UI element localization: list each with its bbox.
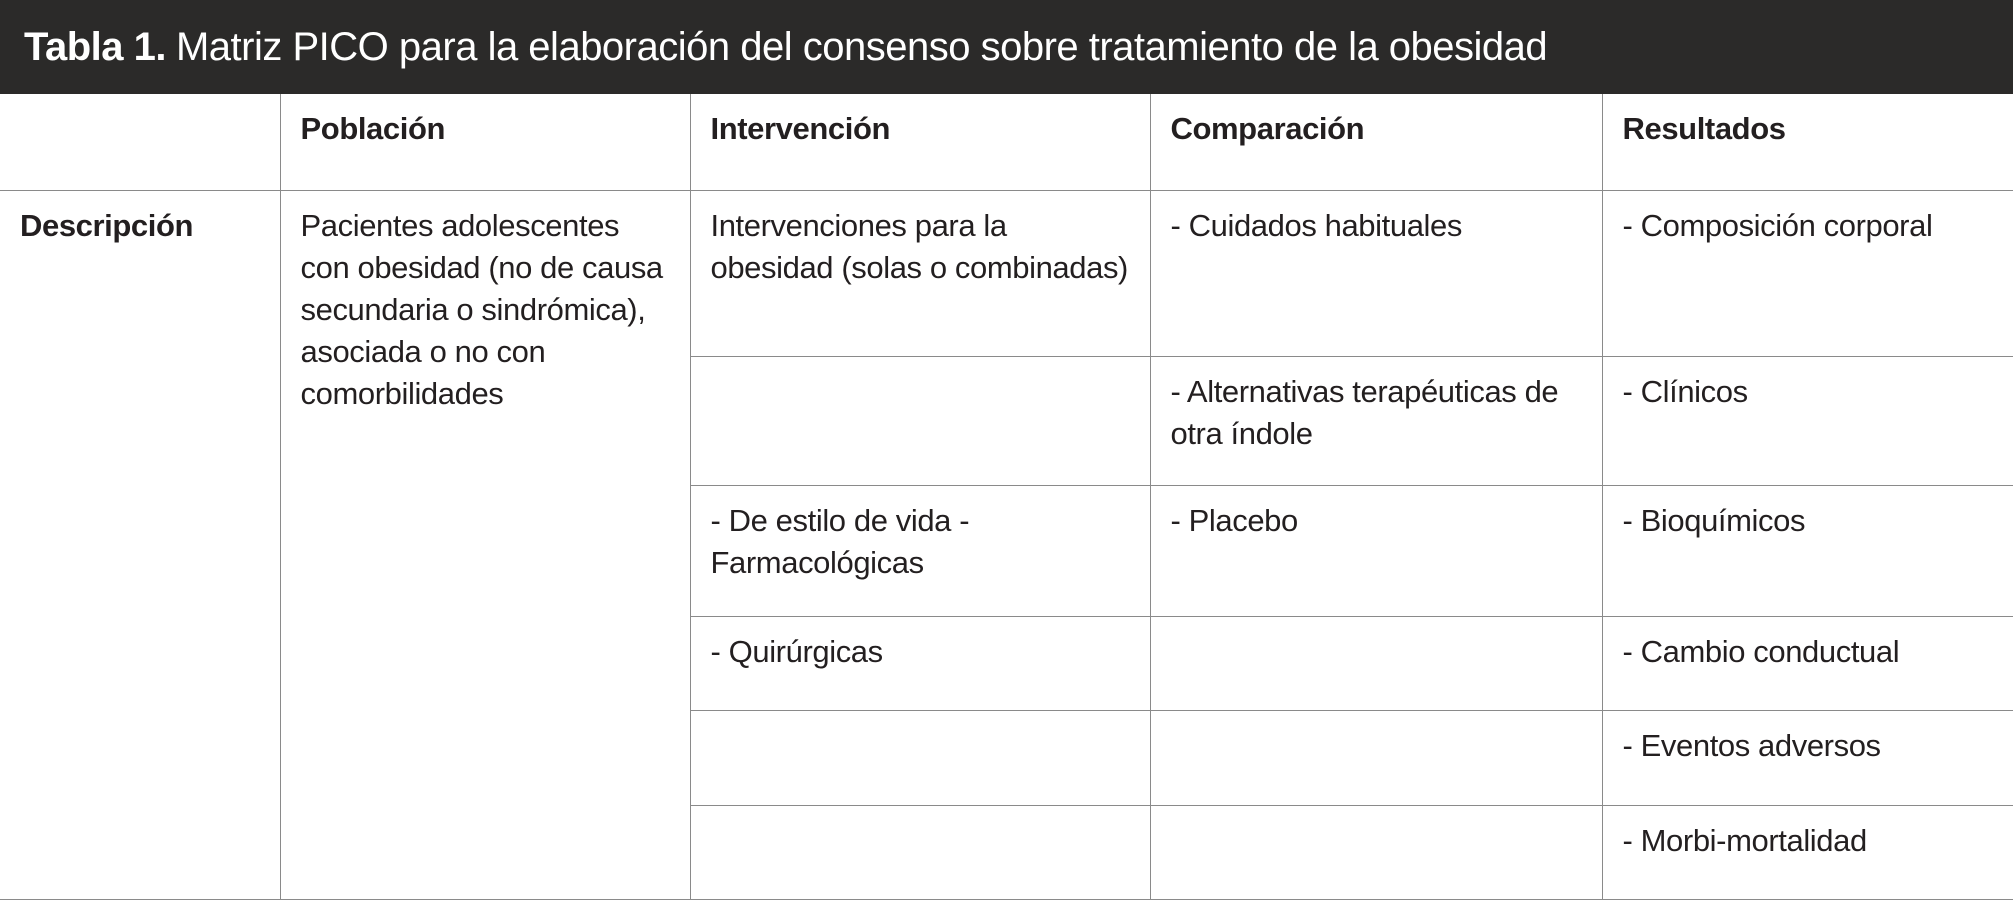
- comparacion-cell: [1149, 709, 1603, 806]
- table-title: Tabla 1. Matriz PICO para la elaboración…: [0, 0, 2013, 94]
- table-row: - Morbi-mortalidad: [0, 804, 2013, 900]
- intervencion-cell: - Quirúrgicas: [690, 615, 1151, 711]
- table-number: Tabla 1.: [24, 24, 166, 69]
- table-caption: Matriz PICO para la elaboración del cons…: [175, 24, 1548, 69]
- pico-table: Población Intervención Comparación Resul…: [0, 94, 2013, 900]
- intervencion-cell: Intervenciones para la obesidad (solas o…: [689, 189, 1151, 357]
- intervencion-cell: [690, 355, 1151, 486]
- header-intervencion: Intervención: [689, 94, 1151, 191]
- comparacion-cell: [1149, 615, 1603, 711]
- intervencion-cell: [690, 709, 1151, 806]
- header-row: Población Intervención Comparación Resul…: [0, 94, 2013, 191]
- header-comparacion: Comparación: [1149, 94, 1603, 191]
- resultados-cell: - Cambio conductual: [1601, 615, 2013, 711]
- header-cell-empty: [0, 94, 281, 191]
- comparacion-cell: [1149, 804, 1603, 900]
- resultados-cell: - Clínicos: [1601, 355, 2013, 486]
- header-poblacion: Población: [279, 94, 691, 191]
- table-row: Descripción Pacientes adolescentes con o…: [0, 189, 2013, 900]
- row-label-descripcion: Descripción: [0, 189, 281, 900]
- comparacion-cell: - Alternativas terapéuticas de otra índo…: [1149, 355, 1603, 486]
- table-row: - Alternativas terapéuticas de otra índo…: [0, 355, 2013, 486]
- resultados-cell: - Composición corporal: [1601, 189, 2013, 357]
- intervencion-cell: - De estilo de vida - Farmacológicas: [690, 484, 1151, 617]
- poblacion-cell: Pacientes adolescentes con obesidad (no …: [279, 189, 691, 900]
- resultados-cell: - Bioquímicos: [1601, 484, 2013, 617]
- intervencion-cell: [690, 804, 1151, 900]
- table-row: - Eventos adversos: [0, 709, 2013, 806]
- comparacion-cell: - Cuidados habituales: [1149, 189, 1603, 357]
- comparacion-cell: - Placebo: [1149, 484, 1603, 617]
- resultados-cell: - Eventos adversos: [1601, 709, 2013, 806]
- table-row: - De estilo de vida - Farmacológicas - P…: [0, 484, 2013, 617]
- header-resultados: Resultados: [1601, 94, 2013, 191]
- resultados-cell: - Morbi-mortalidad: [1601, 804, 2013, 900]
- table-row: - Quirúrgicas - Cambio conductual: [0, 615, 2013, 711]
